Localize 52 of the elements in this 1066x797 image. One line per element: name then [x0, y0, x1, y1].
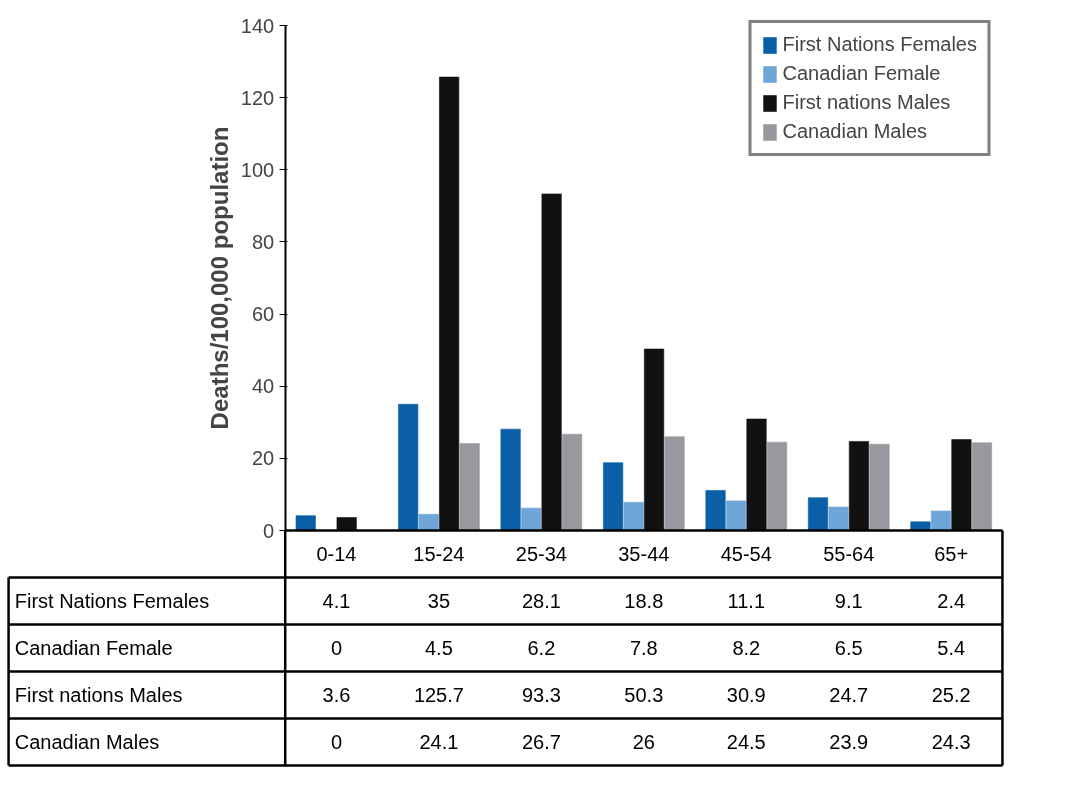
data-label: 0 [330, 731, 343, 753]
x-tick-label: 25-34 [515, 543, 567, 565]
y-tick-label: 40 [251, 375, 275, 398]
x-tick-label: 35-44 [618, 543, 670, 565]
data-label: 23.9 [829, 731, 869, 753]
data-label: 11.1 [727, 590, 766, 612]
legend-label: Canadian Female [782, 62, 941, 85]
data-label: 4.1 [322, 590, 351, 612]
text: First nations Males [14, 684, 183, 706]
data-label: 9.1 [834, 590, 863, 612]
x-tick-label: 55-64 [823, 543, 875, 565]
y-axis-title: Deaths/100,000 population [206, 126, 234, 430]
legend-label: First nations Males [782, 91, 951, 114]
y-tick-label: 0 [263, 519, 275, 542]
data-label: 2.4 [937, 590, 966, 612]
y-tick-label: 80 [251, 230, 275, 253]
data-label: 26.7 [521, 731, 561, 753]
data-label: 28.1 [521, 590, 561, 612]
x-tick-label: 45-54 [720, 543, 772, 565]
text: Canadian Males [14, 731, 160, 753]
x-tick-label: 0-14 [316, 543, 357, 565]
data-label: 0 [330, 637, 343, 659]
x-tick-label: 15-24 [413, 543, 465, 565]
data-label: 50.3 [624, 684, 664, 706]
data-label: 25.2 [931, 684, 971, 706]
y-tick-label: 60 [251, 303, 275, 326]
data-label: 7.8 [629, 637, 658, 659]
y-tick-label: 20 [251, 447, 275, 470]
data-label: 125.7 [413, 684, 464, 706]
data-label: 24.5 [726, 731, 766, 753]
y-tick-label: 100 [240, 158, 275, 181]
data-label: 5.4 [937, 637, 966, 659]
y-tick-label: 120 [240, 86, 275, 109]
text: Canadian Female [14, 637, 173, 659]
text: First Nations Females [14, 590, 210, 612]
data-label: 8.2 [732, 637, 761, 659]
legend-label: First Nations Females [782, 33, 977, 56]
data-label: 3.6 [322, 684, 351, 706]
data-label: 35 [427, 590, 451, 612]
data-label: 30.9 [726, 684, 766, 706]
data-label: 93.3 [521, 684, 561, 706]
data-label: 26 [632, 731, 655, 753]
legend-label: Canadian Males [782, 120, 928, 143]
data-label: 24.3 [931, 731, 971, 753]
data-label: 4.5 [425, 637, 453, 659]
data-label: 6.5 [834, 637, 863, 659]
x-tick-label: 65+ [934, 543, 969, 565]
data-label: 24.7 [829, 684, 869, 706]
data-label: 18.8 [624, 590, 664, 612]
data-label: 24.1 [419, 731, 459, 753]
y-tick-label: 140 [240, 14, 275, 37]
data-label: 6.2 [527, 637, 556, 659]
